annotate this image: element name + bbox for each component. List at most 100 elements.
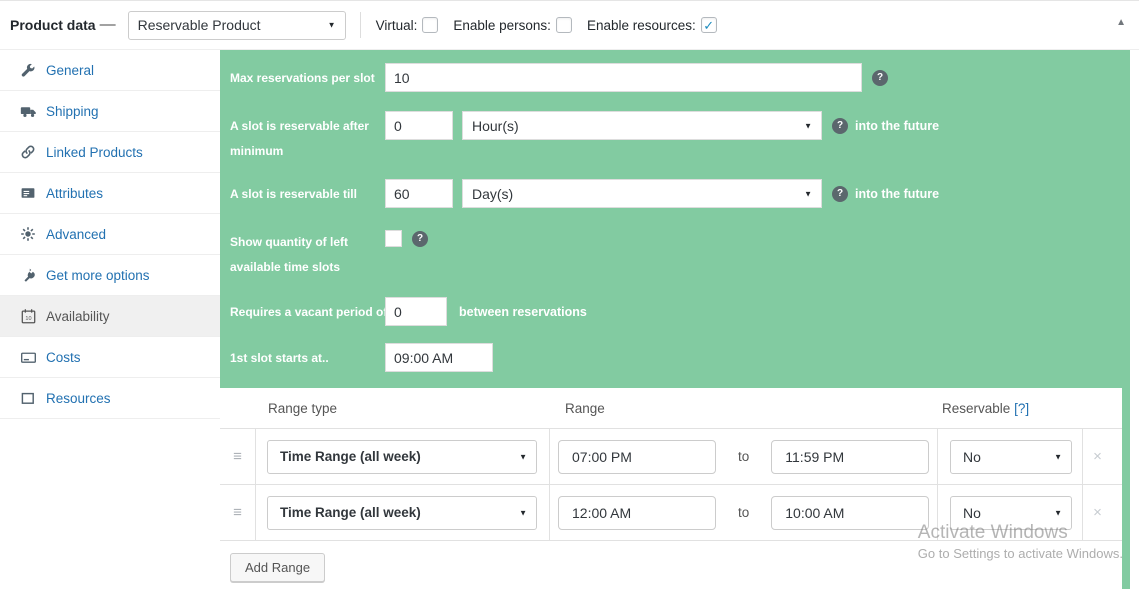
tab-costs[interactable]: Costs <box>0 337 220 378</box>
remove-row-icon[interactable]: × <box>1093 504 1102 521</box>
range-to-input[interactable] <box>771 495 930 530</box>
range-type-header: Range type <box>268 400 338 416</box>
range-table-footer: Add Range <box>220 541 1122 582</box>
tab-label: Linked Products <box>46 144 143 160</box>
reservable-cell: No ▼ <box>938 429 1083 484</box>
reservable-value: No <box>963 504 981 521</box>
product-data-header: Product data — Reservable Product ▼ Virt… <box>0 0 1139 50</box>
help-icon[interactable]: ? <box>832 185 848 202</box>
truck-icon <box>19 102 37 120</box>
tab-label: Resources <box>46 390 111 406</box>
enable-resources-checkbox-group: Enable resources: ✓ <box>587 17 717 33</box>
tab-shipping[interactable]: Shipping <box>0 91 220 132</box>
range-type-cell: Time Range (all week) ▼ <box>256 429 550 484</box>
collapse-panel-icon[interactable]: ▲ <box>1116 17 1126 28</box>
help-icon[interactable]: ? <box>872 69 888 86</box>
show-quantity-label: Show quantity of left available time slo… <box>230 235 348 274</box>
tab-label: General <box>46 62 95 78</box>
chevron-down-icon: ▼ <box>804 121 812 130</box>
into-the-future-text: into the future <box>855 118 940 133</box>
list-icon <box>19 184 37 202</box>
page-title: Product data <box>10 17 96 33</box>
availability-panel: Max reservations per slot ? A slot is re… <box>220 50 1130 589</box>
tab-label: Shipping <box>46 103 99 119</box>
range-header: Range <box>565 400 605 416</box>
enable-resources-label: Enable resources: <box>586 17 696 33</box>
range-cell: to <box>550 429 938 484</box>
reservable-till-row: A slot is reservable till Day(s) ▼ ? int… <box>230 179 1120 208</box>
tab-attributes[interactable]: Attributes <box>0 173 220 214</box>
reservable-help-link[interactable]: [?] <box>1014 400 1030 416</box>
chevron-down-icon: ▼ <box>327 20 336 30</box>
max-reservations-label: Max reservations per slot <box>230 71 375 85</box>
tab-resources[interactable]: Resources <box>0 378 220 419</box>
into-the-future-text: into the future <box>855 186 940 201</box>
chevron-down-icon: ▼ <box>1054 508 1062 517</box>
drag-handle-icon[interactable]: ≡ <box>220 429 256 484</box>
range-type-select[interactable]: Time Range (all week) ▼ <box>267 439 537 474</box>
range-type-cell: Time Range (all week) ▼ <box>256 485 550 540</box>
reservable-header-text: Reservable <box>942 400 1011 416</box>
show-quantity-checkbox[interactable] <box>385 230 402 247</box>
first-slot-time-input[interactable] <box>385 343 493 372</box>
reservable-till-unit-select[interactable]: Day(s) ▼ <box>462 179 822 208</box>
tab-label: Availability <box>46 308 110 324</box>
remove-row-icon[interactable]: × <box>1093 448 1102 465</box>
box-icon <box>19 389 37 407</box>
range-to-input[interactable] <box>771 439 930 474</box>
remove-cell: × <box>1083 429 1112 484</box>
reservable-after-input[interactable] <box>385 111 453 140</box>
enable-persons-checkbox-group: Enable persons: <box>453 17 572 33</box>
range-from-input[interactable] <box>558 439 716 474</box>
reservable-till-input[interactable] <box>385 179 453 208</box>
unit-value: Day(s) <box>472 185 514 202</box>
gear-icon <box>19 225 37 243</box>
product-type-value: Reservable Product <box>137 17 261 33</box>
virtual-label: Virtual: <box>375 17 418 33</box>
reservable-header: Reservable [?] <box>938 401 1083 416</box>
calendar-icon: 10 <box>19 307 37 325</box>
tab-get-more-options[interactable]: Get more options <box>0 255 220 296</box>
drag-handle-icon[interactable]: ≡ <box>220 485 256 540</box>
help-icon[interactable]: ? <box>832 117 848 134</box>
reservable-after-unit-select[interactable]: Hour(s) ▼ <box>462 111 822 140</box>
help-icon[interactable]: ? <box>412 230 428 247</box>
reservable-select[interactable]: No ▼ <box>950 495 1072 530</box>
virtual-checkbox[interactable] <box>422 17 439 33</box>
tab-general[interactable]: General <box>0 50 220 91</box>
chevron-down-icon: ▼ <box>519 508 527 517</box>
header-divider <box>359 12 361 38</box>
tab-label: Costs <box>46 349 81 365</box>
first-slot-row: 1st slot starts at.. <box>230 343 1120 372</box>
product-type-select[interactable]: Reservable Product ▼ <box>127 10 346 40</box>
vacant-period-row: Requires a vacant period of between rese… <box>230 297 1120 326</box>
vacant-period-input[interactable] <box>385 297 447 326</box>
tab-advanced[interactable]: Advanced <box>0 214 220 255</box>
max-reservations-row: Max reservations per slot ? <box>230 63 1120 92</box>
enable-resources-checkbox[interactable]: ✓ <box>700 17 717 33</box>
tab-availability[interactable]: 10 Availability <box>0 296 220 337</box>
reservable-select[interactable]: No ▼ <box>950 439 1072 474</box>
vacant-period-label: Requires a vacant period of <box>230 305 388 319</box>
availability-fields: Max reservations per slot ? A slot is re… <box>220 50 1130 388</box>
range-type-value: Time Range (all week) <box>280 505 421 520</box>
unit-value: Hour(s) <box>472 117 519 134</box>
tab-linked-products[interactable]: Linked Products <box>0 132 220 173</box>
reservable-after-row: A slot is reservable after minimum Hour(… <box>230 111 1120 164</box>
svg-text:10: 10 <box>25 316 31 322</box>
show-quantity-row: Show quantity of left available time slo… <box>230 227 1120 280</box>
virtual-checkbox-group: Virtual: <box>376 17 439 33</box>
tab-label: Get more options <box>46 267 150 283</box>
reservable-till-label: A slot is reservable till <box>230 187 357 201</box>
product-data-tabs: General Shipping Linked Products Attribu… <box>0 50 220 589</box>
enable-persons-checkbox[interactable] <box>555 17 572 33</box>
remove-cell: × <box>1083 485 1112 540</box>
add-range-button[interactable]: Add Range <box>230 553 326 582</box>
range-type-select[interactable]: Time Range (all week) ▼ <box>267 495 537 530</box>
reservable-cell: No ▼ <box>938 485 1083 540</box>
range-from-input[interactable] <box>558 495 716 530</box>
wrench-icon <box>19 61 37 79</box>
max-reservations-input[interactable] <box>385 63 862 92</box>
between-reservations-text: between reservations <box>459 304 587 319</box>
range-row-1: ≡ Time Range (all week) ▼ to <box>220 429 1122 485</box>
